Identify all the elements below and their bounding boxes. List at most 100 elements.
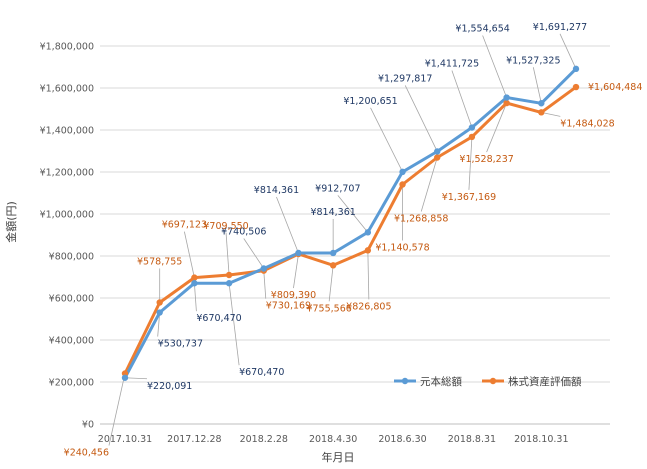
leader-line (486, 102, 507, 153)
x-tick-label: 2018.10.31 (514, 434, 568, 445)
data-label: ¥814,361 (310, 207, 355, 218)
data-point (191, 280, 198, 287)
y-tick-label: ¥400,000 (49, 336, 94, 347)
y-axis-title: 金額(円) (4, 201, 18, 243)
leader-line (468, 136, 473, 190)
series-lines (123, 67, 578, 380)
leader-line (108, 373, 126, 446)
data-label: ¥1,528,237 (459, 154, 513, 165)
leader-line (541, 111, 561, 117)
data-point (225, 271, 233, 279)
data-label: ¥220,091 (147, 381, 192, 392)
data-point (364, 247, 372, 254)
y-axis-ticks: ¥0 ¥200,000 ¥400,000 ¥600,000 ¥800,000 ¥1,000… (40, 42, 94, 431)
data-point (538, 109, 545, 116)
data-label: ¥240,456 (64, 448, 109, 459)
data-label: ¥1,411,725 (425, 59, 479, 70)
y-tick-label: ¥800,000 (49, 252, 94, 263)
data-label: ¥755,566 (306, 303, 351, 314)
leader-line (293, 253, 299, 289)
series-line (123, 67, 578, 380)
data-label: ¥730,169 (266, 301, 311, 312)
data-point (156, 299, 163, 306)
data-point (434, 148, 441, 155)
data-point (434, 154, 441, 161)
data-point (260, 265, 267, 272)
data-point (225, 280, 233, 287)
data-point (399, 168, 406, 176)
data-label: ¥1,200,651 (343, 96, 397, 107)
legend-label: 元本総額 (420, 375, 462, 388)
y-tick-label: ¥1,800,000 (40, 42, 94, 53)
leader-line (420, 157, 438, 212)
y-tick-label: ¥1,000,000 (40, 210, 94, 221)
data-label: ¥1,554,654 (455, 24, 509, 35)
data-point (503, 94, 510, 101)
data-label: ¥1,691,277 (533, 22, 587, 33)
data-labels: ¥220,091 ¥530,737 ¥670,470 ¥670,470 ¥740,506… (64, 22, 643, 459)
x-tick-label: 2018.2.28 (240, 434, 288, 445)
series-points (121, 65, 580, 381)
data-label: ¥1,484,028 (560, 118, 614, 129)
y-tick-label: ¥1,600,000 (40, 84, 94, 95)
legend-label: 株式資産評価額 (508, 375, 582, 388)
data-point (572, 65, 580, 73)
x-tick-label: 2018.8.31 (448, 434, 496, 445)
x-tick-label: 2018.4.30 (309, 434, 357, 445)
leader-line (532, 67, 542, 104)
leader-line (183, 231, 195, 278)
x-axis-title: 年月日 (322, 450, 355, 464)
data-label: ¥1,140,578 (375, 242, 429, 253)
leader-line (276, 196, 299, 254)
data-label: ¥1,297,817 (378, 73, 432, 84)
data-label: ¥826,805 (346, 301, 391, 312)
data-label: ¥709,550 (203, 221, 248, 232)
x-tick-label: 2018.6.30 (378, 434, 426, 445)
data-label: ¥1,527,325 (506, 55, 560, 66)
data-label: ¥814,361 (254, 185, 299, 196)
data-point (364, 229, 372, 236)
data-label: ¥530,737 (158, 339, 203, 350)
leader-line (370, 107, 403, 173)
data-point (538, 100, 545, 107)
data-label: ¥809,390 (271, 290, 316, 301)
y-tick-label: ¥600,000 (49, 294, 94, 305)
leader-line (367, 250, 370, 300)
leader-line (228, 283, 240, 366)
data-label: ¥740,506 (221, 226, 266, 237)
data-label: ¥697,123 (162, 220, 207, 231)
label-leader-lines (108, 33, 577, 446)
legend: 元本総額 株式資産評価額 (394, 375, 582, 388)
data-point (191, 274, 198, 281)
data-label: ¥912,707 (315, 183, 360, 194)
data-point (572, 83, 580, 91)
data-point (121, 374, 129, 381)
leader-line (193, 283, 197, 312)
leader-line (451, 70, 473, 128)
data-point (295, 249, 302, 257)
leader-line (328, 265, 334, 302)
legend-swatch-marker (401, 377, 409, 385)
data-point (156, 309, 163, 316)
y-tick-label: ¥200,000 (49, 378, 94, 389)
data-label: ¥1,268,858 (394, 214, 448, 225)
leader-line (263, 270, 267, 299)
data-point (503, 99, 510, 107)
leader-line (243, 238, 265, 269)
leader-line (404, 85, 438, 152)
legend-swatch-marker (489, 377, 497, 385)
data-point (329, 249, 337, 257)
data-label: ¥670,470 (196, 313, 241, 324)
x-tick-label: 2017.10.31 (98, 434, 152, 445)
x-tick-label: 2017.12.28 (167, 434, 221, 445)
data-label: ¥1,604,484 (588, 82, 642, 93)
leader-line (157, 312, 161, 337)
leader-line (559, 33, 577, 69)
series-line (123, 85, 578, 375)
leader-line (482, 35, 507, 98)
leader-line (124, 377, 148, 380)
data-label: ¥1,367,169 (442, 192, 496, 203)
x-axis: 2017.10.31 2017.12.28 2018.2.28 2018.4.30 20… (98, 423, 610, 445)
